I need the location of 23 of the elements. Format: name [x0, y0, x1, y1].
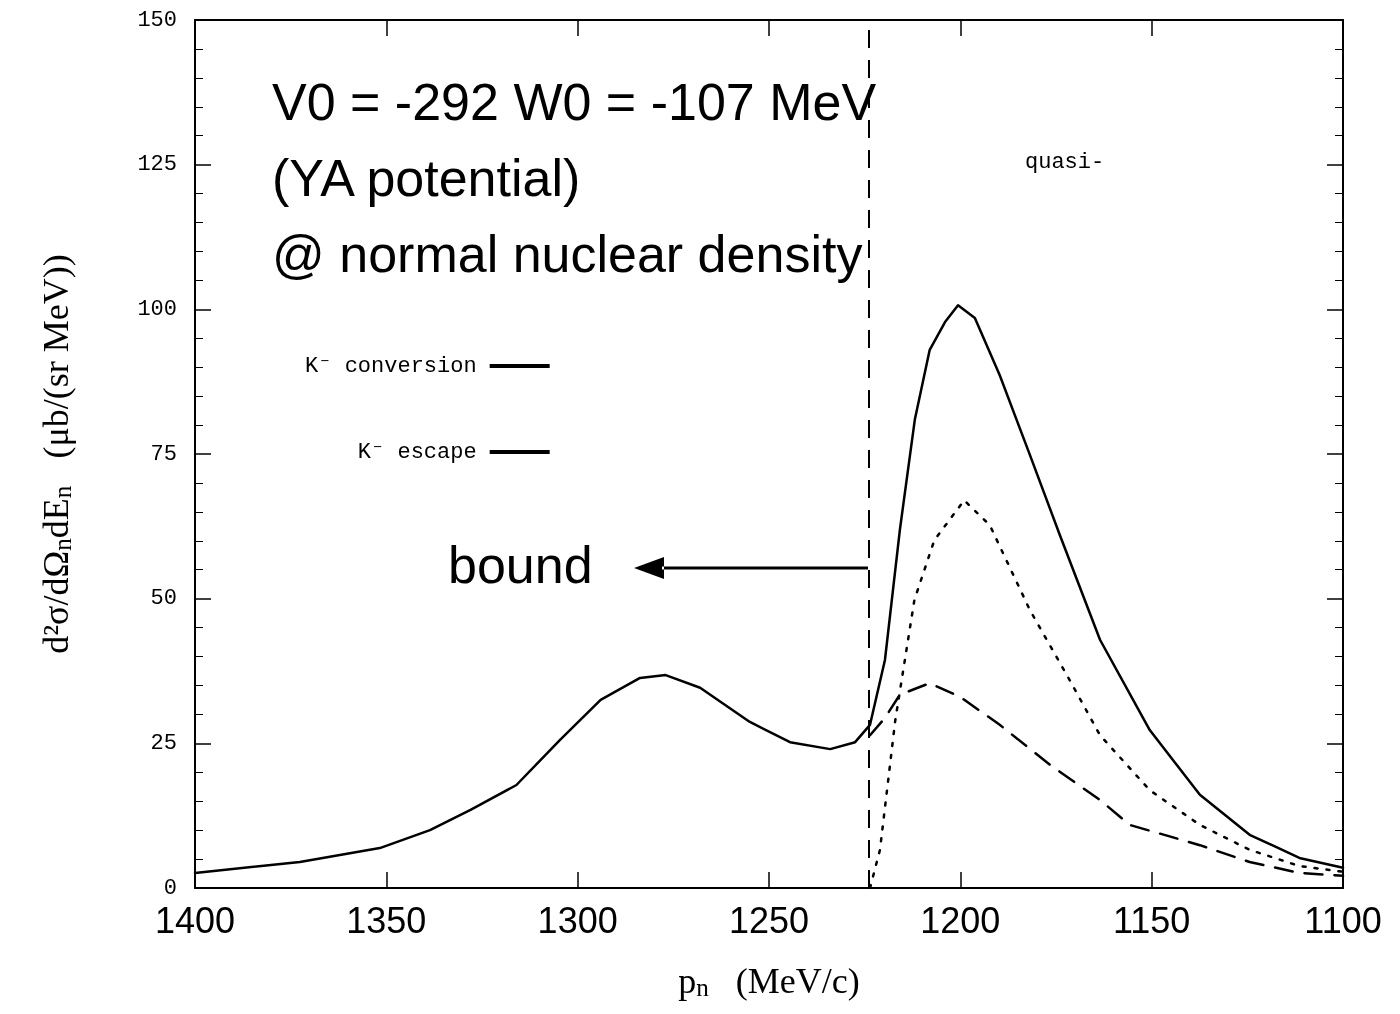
x-tick-label: 1200 [920, 899, 1001, 941]
annotation: V0 = -292 W0 = -107 MeV [272, 72, 877, 132]
y-tick-label: 125 [137, 152, 177, 178]
x-tick-label: 1300 [537, 899, 618, 941]
legend-label: K⁻ conversion [305, 353, 477, 379]
y-tick-label: 0 [163, 875, 177, 901]
annotation: quasi- [1025, 150, 1105, 175]
y-axis-title: d²σ/dΩndEn (μb/(sr MeV)) [36, 254, 77, 654]
y-tick-label: 150 [137, 7, 177, 33]
x-axis-title: pn (MeV/c) [678, 960, 860, 1001]
legend-label: K⁻ escape [357, 439, 477, 465]
x-tick-label: 1250 [728, 899, 810, 941]
x-tick-label: 1150 [1112, 899, 1191, 941]
x-tick-label: 1100 [1304, 899, 1382, 941]
annotation: @ normal nuclear density [272, 224, 863, 284]
y-tick-label: 25 [150, 730, 177, 756]
x-tick-label: 1400 [154, 899, 236, 941]
y-tick-label: 75 [150, 441, 177, 467]
x-tick-label: 1350 [346, 899, 427, 941]
y-tick-label: 50 [150, 586, 177, 612]
annotation: (YA potential) [272, 148, 581, 208]
annotation: bound [448, 535, 593, 595]
y-tick-label: 100 [137, 296, 177, 322]
